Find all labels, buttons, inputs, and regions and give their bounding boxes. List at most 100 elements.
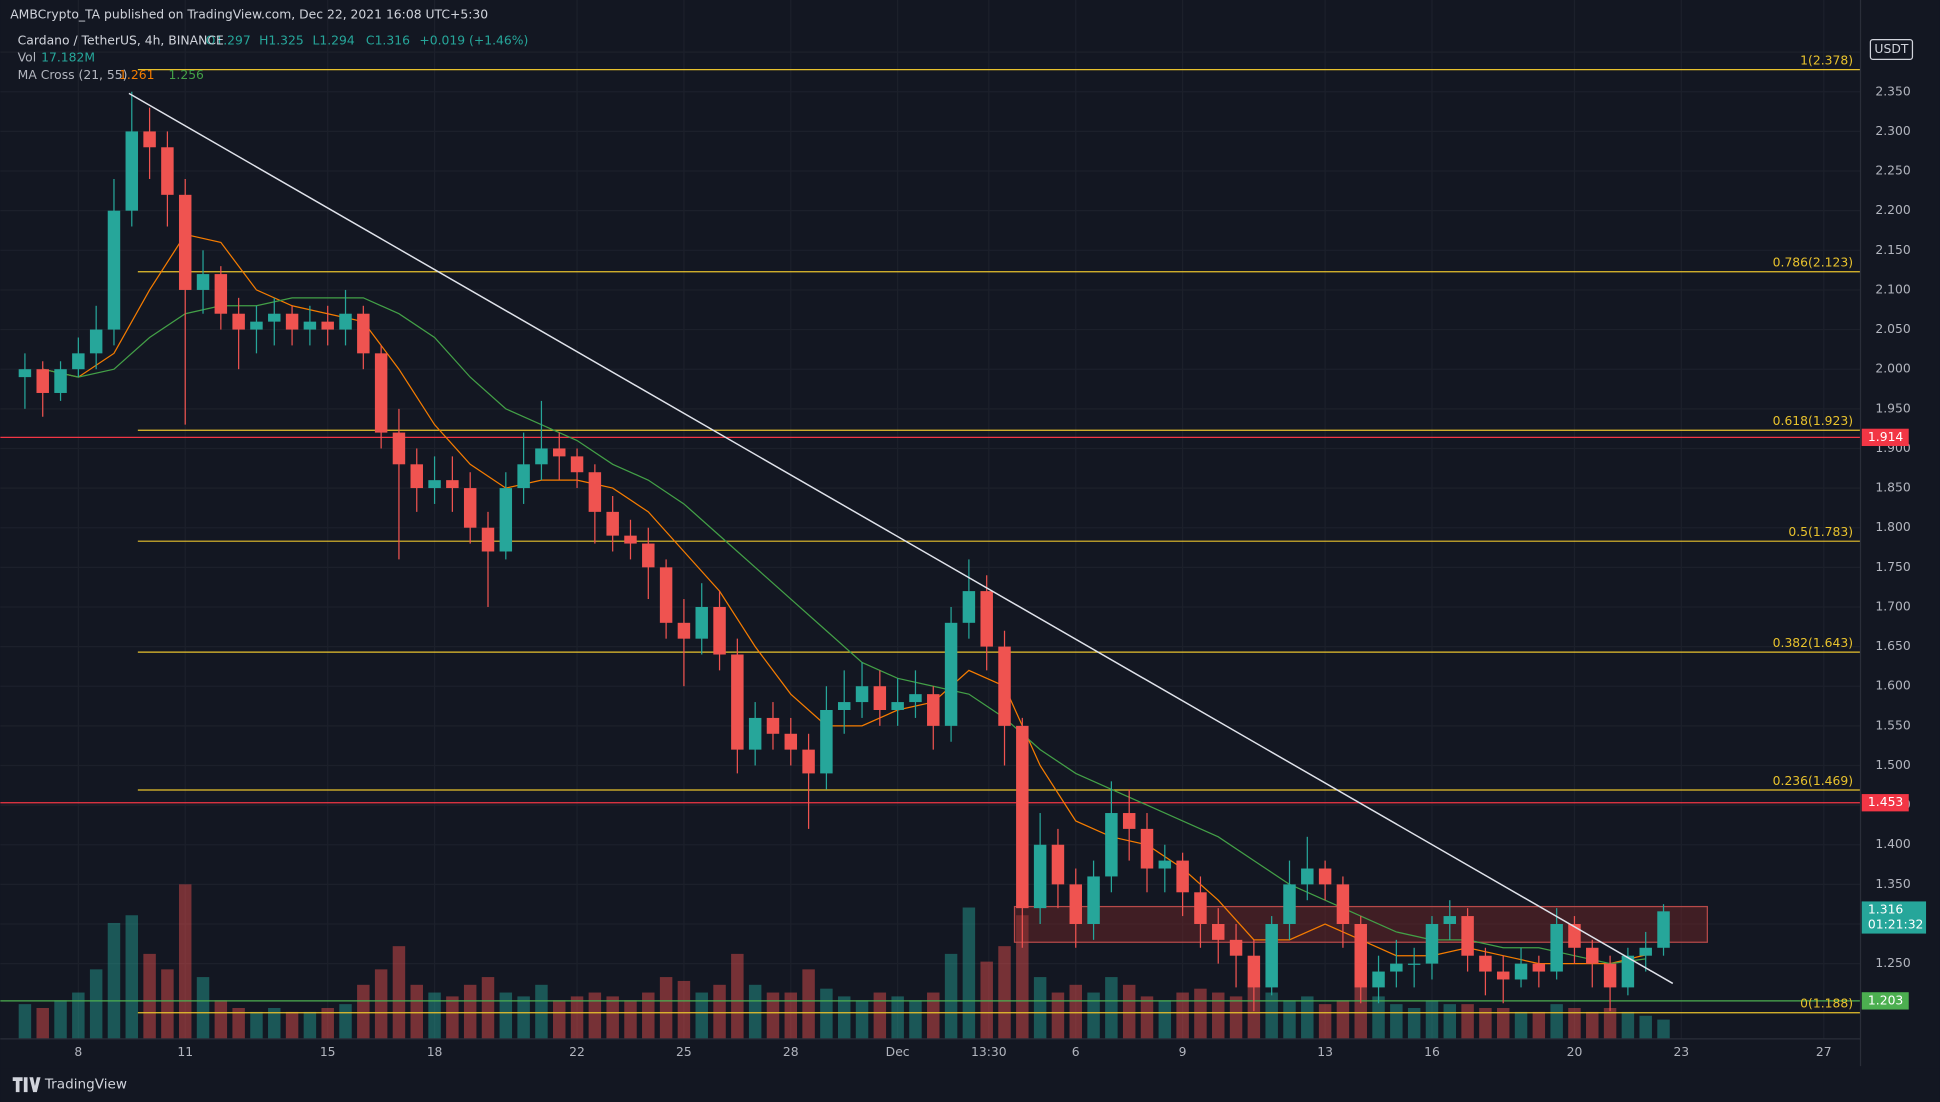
ohlc-value: +0.019 (+1.46%) bbox=[419, 33, 528, 47]
fib-label: 0.786(2.123) bbox=[1773, 256, 1853, 270]
candle-body bbox=[820, 710, 833, 774]
volume-bar bbox=[1247, 984, 1261, 1039]
volume-bar bbox=[1550, 1004, 1563, 1039]
volume-bar bbox=[446, 996, 459, 1039]
volume-bar bbox=[677, 980, 691, 1039]
volume-bar bbox=[1122, 984, 1136, 1039]
fib-label: 0.618(1.923) bbox=[1773, 414, 1853, 428]
volume-bar bbox=[1354, 984, 1367, 1039]
volume-bar bbox=[321, 1008, 334, 1039]
y-tick-label: 1.250 bbox=[1875, 956, 1911, 970]
x-tick-label: 28 bbox=[783, 1045, 799, 1059]
volume-bar bbox=[481, 977, 495, 1039]
volume-bar bbox=[802, 969, 815, 1039]
y-tick-label: 2.100 bbox=[1875, 282, 1911, 296]
volume-bar bbox=[303, 1011, 317, 1039]
candle-body bbox=[410, 464, 423, 489]
ma-value: 1.256 bbox=[169, 68, 205, 82]
y-tick-label: 2.250 bbox=[1875, 164, 1911, 178]
level-tag bbox=[1861, 992, 1909, 1010]
candle-body bbox=[837, 702, 851, 711]
candle-body bbox=[89, 329, 103, 354]
candle-body bbox=[588, 472, 602, 512]
x-tick-label: 23 bbox=[1673, 1045, 1689, 1059]
y-tick-label: 2.150 bbox=[1875, 243, 1911, 257]
candle-body bbox=[268, 313, 281, 322]
x-tick-label: 9 bbox=[1179, 1045, 1187, 1059]
x-tick-label: Dec bbox=[886, 1045, 910, 1059]
volume-bar bbox=[659, 977, 673, 1039]
candle-body bbox=[285, 313, 299, 330]
candle-body bbox=[1443, 916, 1457, 924]
volume-bar bbox=[1105, 977, 1118, 1039]
candle-body bbox=[1479, 955, 1492, 972]
volume-bar bbox=[1496, 1008, 1510, 1039]
volume-bar bbox=[731, 953, 744, 1039]
symbol: Cardano / TetherUS, 4h, BINANCE bbox=[18, 33, 224, 47]
candle-body bbox=[570, 456, 584, 473]
volume-bar bbox=[125, 915, 139, 1039]
level-label: 1.453 bbox=[1868, 795, 1903, 809]
candle-body bbox=[54, 369, 67, 393]
candle-body bbox=[321, 321, 334, 330]
volume-bar bbox=[517, 996, 530, 1039]
volume-bar bbox=[998, 946, 1011, 1039]
y-tick-label: 1.750 bbox=[1875, 560, 1911, 574]
volume-bar bbox=[339, 1004, 352, 1039]
x-tick-label: 20 bbox=[1567, 1045, 1583, 1059]
publisher: AMBCrypto_TA published on TradingView.co… bbox=[10, 7, 488, 21]
volume-bar bbox=[837, 996, 851, 1039]
y-tick-label: 2.200 bbox=[1875, 203, 1911, 217]
candle-body bbox=[1247, 955, 1261, 988]
volume-bar bbox=[357, 984, 370, 1039]
candle-body bbox=[1621, 955, 1635, 988]
ma-line bbox=[42, 297, 1646, 965]
volume-bar bbox=[766, 992, 780, 1039]
ohlc-value: O1.297 bbox=[206, 33, 251, 47]
x-tick-label: 16 bbox=[1424, 1045, 1440, 1059]
volume-bar bbox=[143, 953, 156, 1039]
candle-body bbox=[446, 480, 459, 489]
x-tick-label: 8 bbox=[74, 1045, 82, 1059]
candle-body bbox=[1158, 860, 1172, 869]
y-tick-label: 1.800 bbox=[1875, 520, 1911, 534]
fib-label: 1(2.378) bbox=[1800, 53, 1853, 67]
volume-bar bbox=[1283, 1000, 1296, 1039]
volume-bar bbox=[855, 1000, 869, 1039]
volume-bar bbox=[232, 1008, 245, 1039]
volume-bar bbox=[909, 1000, 922, 1039]
candle-body bbox=[1283, 884, 1296, 924]
candle-body bbox=[606, 511, 619, 536]
ma-value: 1.261 bbox=[119, 68, 154, 82]
candle-body bbox=[107, 210, 121, 330]
y-tick-label: 1.850 bbox=[1875, 481, 1911, 495]
candle-body bbox=[125, 131, 139, 211]
candle-body bbox=[909, 694, 922, 703]
volume-bar bbox=[268, 1008, 281, 1039]
candle-body bbox=[553, 448, 566, 457]
logo bbox=[12, 1077, 41, 1093]
volume-bar bbox=[1301, 996, 1314, 1039]
volume-bar bbox=[72, 992, 85, 1039]
x-tick-label: 22 bbox=[569, 1045, 585, 1059]
candle-body bbox=[677, 622, 691, 639]
volume-bar bbox=[553, 1000, 566, 1039]
candle-body bbox=[980, 591, 993, 647]
candle-body bbox=[1461, 916, 1474, 956]
volume-bar bbox=[1372, 996, 1385, 1039]
volume-bar bbox=[1657, 1019, 1670, 1039]
candle-body bbox=[731, 654, 744, 750]
volume-bar bbox=[54, 1000, 67, 1039]
candle-body bbox=[392, 432, 406, 465]
candle-body bbox=[428, 480, 441, 489]
candle-body bbox=[802, 749, 815, 774]
candle-body bbox=[481, 527, 495, 552]
volume-bar bbox=[1586, 1011, 1599, 1039]
volume-bar bbox=[606, 996, 619, 1039]
volume-bar bbox=[1318, 1004, 1332, 1039]
candle-body bbox=[250, 321, 263, 330]
candle-body bbox=[214, 274, 228, 314]
volume-bar bbox=[107, 922, 121, 1039]
volume-bar bbox=[1051, 992, 1065, 1039]
candle-body bbox=[1372, 971, 1385, 988]
